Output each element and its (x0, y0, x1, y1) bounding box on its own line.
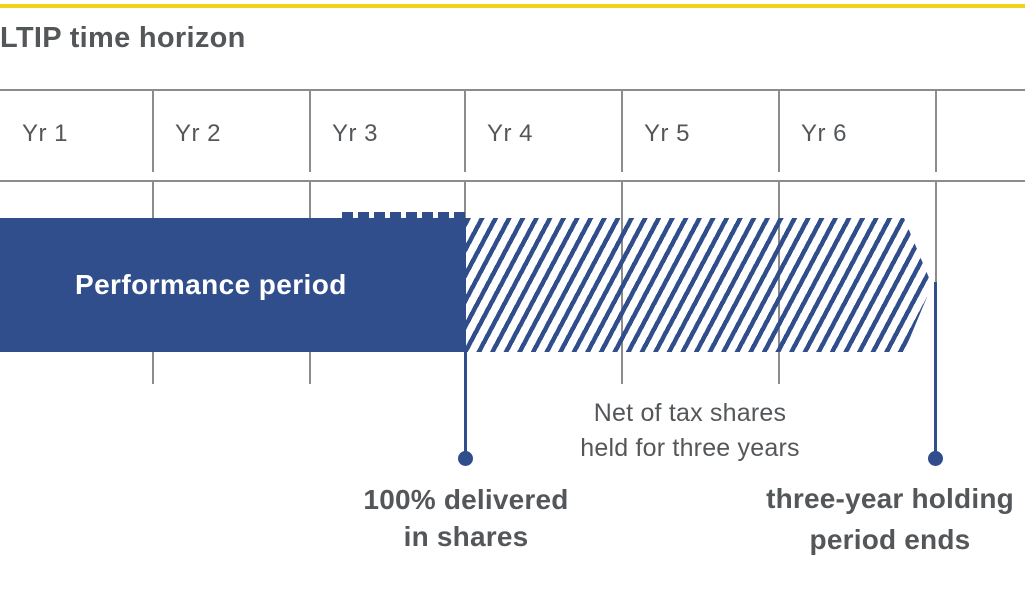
year-cell: Yr 1 (0, 90, 172, 178)
year-cell: Yr 3 (310, 90, 482, 178)
performance-period-bar: Performance period (0, 218, 466, 352)
year-label: Yr 1 (22, 120, 69, 147)
year-label: Yr 4 (487, 120, 534, 147)
year-separator (621, 91, 623, 172)
holding-period-bar (466, 218, 932, 352)
year-cell: Yr 4 (465, 90, 637, 178)
year-separator (309, 91, 311, 172)
performance-period-label: Performance period (75, 269, 347, 300)
holding-end-leader-line (934, 282, 937, 452)
holding-end-marker-dot (928, 451, 943, 466)
year-label: Yr 5 (644, 120, 691, 147)
delivery-leader-line (464, 352, 467, 452)
net-of-tax-note-line2: held for three years (580, 434, 800, 462)
holding-end-label: three-year holding period ends (740, 478, 1025, 560)
year-separator (935, 91, 937, 172)
year-separator (464, 91, 466, 172)
holding-end-label-line2: period ends (809, 524, 971, 555)
year-cell: Yr 6 (779, 90, 951, 178)
year-separator (152, 91, 154, 172)
delivery-label-line1: 100% delivered (363, 484, 569, 515)
delivery-marker-dot (458, 451, 473, 466)
top-accent-rule (0, 4, 1025, 8)
delivery-label-line2: in shares (403, 521, 529, 552)
delivery-label: 100% delivered in shares (316, 481, 616, 555)
year-label: Yr 2 (175, 120, 222, 147)
net-of-tax-note-line1: Net of tax shares (593, 399, 787, 427)
dashed-marker (342, 212, 466, 218)
year-label: Yr 3 (332, 120, 379, 147)
net-of-tax-note: Net of tax shares held for three years (540, 396, 840, 466)
year-label: Yr 6 (801, 120, 848, 147)
year-axis-bottom-border (0, 180, 1025, 182)
year-separator (778, 91, 780, 172)
page-title: LTIP time horizon (0, 22, 246, 54)
year-cell: Yr 2 (153, 90, 325, 178)
year-cell: Yr 5 (622, 90, 794, 178)
holding-end-label-line1: three-year holding (766, 483, 1014, 514)
year-axis-top-border (0, 89, 1025, 91)
